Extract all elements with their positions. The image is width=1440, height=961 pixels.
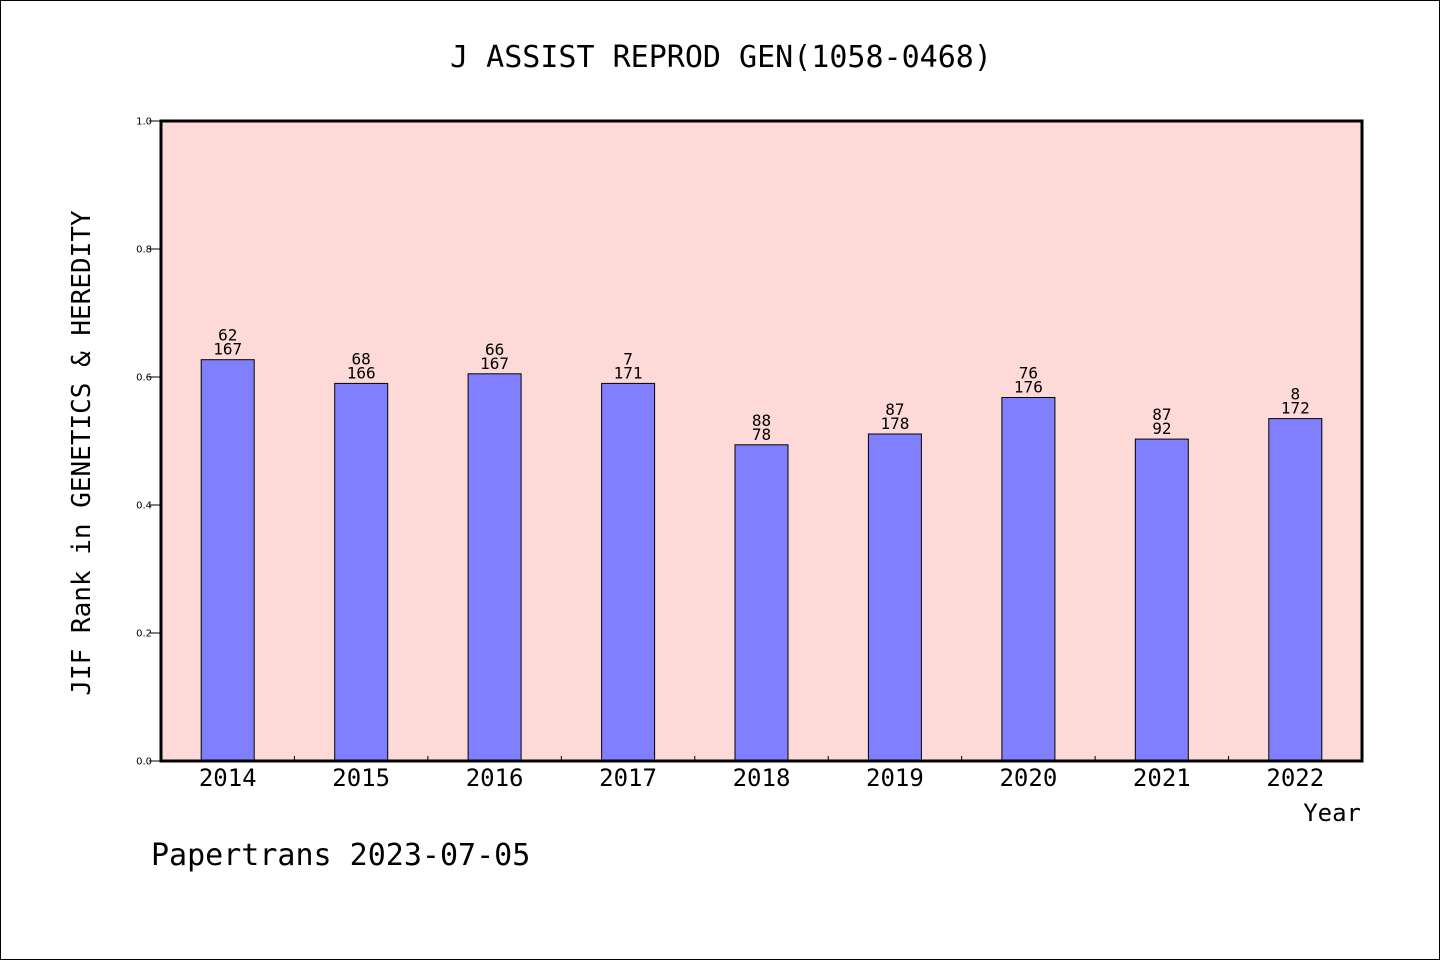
x-tick-label-2021: 2021: [1133, 764, 1191, 792]
x-axis-ticks: 2014 2015 2016 2017 2018 2019 2020 2021 2022: [199, 756, 1324, 792]
data-label-bottom-2018: 78: [752, 425, 771, 444]
bar-2017: [601, 382, 656, 762]
x-tick-label-2022: 2022: [1266, 764, 1324, 792]
data-label-bottom-2014: 167: [213, 340, 242, 359]
y-tick-label-0.8: 0.8: [136, 245, 152, 256]
data-label-bottom-2016: 167: [480, 354, 509, 373]
y-tick-label-1.0: 1.0: [136, 117, 152, 128]
x-tick-label-2018: 2018: [733, 764, 791, 792]
x-tick-label-2015: 2015: [332, 764, 390, 792]
bar-2015: [334, 382, 389, 762]
data-label-top-2022: 8: [1290, 385, 1300, 404]
plot-border: [159, 119, 1364, 763]
chart-title: J ASSIST REPROD GEN(1058-0468): [450, 40, 992, 75]
bar-2020: [1001, 397, 1056, 762]
y-tick-label-0.6: 0.6: [136, 373, 152, 384]
bar-2021: [1134, 438, 1189, 762]
bar-2014: [200, 359, 255, 762]
y-tick-label-0.0: 0.0: [136, 757, 152, 768]
data-label-top-2016: 66: [485, 340, 504, 359]
y-axis-ticks: 0.0 0.2 0.4 0.6 0.8 1.0: [136, 117, 161, 768]
bar-2019: [867, 433, 922, 762]
bar-2022: [1268, 418, 1323, 762]
x-tick-label-2016: 2016: [466, 764, 524, 792]
x-tick-label-2014: 2014: [199, 764, 257, 792]
data-label-top-2021: 87: [1152, 405, 1171, 424]
data-label-top-2017: 7: [623, 349, 633, 368]
data-label-top-2020: 76: [1019, 364, 1038, 383]
y-tick-label-0.4: 0.4: [136, 501, 152, 512]
data-label-top-2018: 88: [752, 411, 771, 430]
data-label-bottom-2021: 92: [1152, 419, 1171, 438]
y-tick-label-0.2: 0.2: [136, 629, 152, 640]
bar-2018: [734, 444, 789, 762]
y-axis-label: JIF Rank in GENETICS & HEREDITY: [67, 210, 97, 696]
x-tick-label-2019: 2019: [866, 764, 924, 792]
data-label-top-2015: 68: [352, 349, 371, 368]
data-label-bottom-2022: 172: [1281, 399, 1310, 418]
data-label-bottom-2017: 171: [614, 363, 643, 382]
x-axis-label: Year: [1303, 799, 1361, 827]
data-label-top-2019: 87: [885, 400, 904, 419]
x-tick-label-2017: 2017: [599, 764, 657, 792]
data-label-bottom-2015: 166: [347, 363, 376, 382]
data-label-bottom-2019: 178: [880, 414, 909, 433]
x-tick-label-2020: 2020: [999, 764, 1057, 792]
data-label-bottom-2020: 176: [1014, 378, 1043, 397]
bar-2016: [467, 373, 522, 762]
footer-credit: Papertrans 2023-07-05: [151, 838, 530, 873]
data-label-top-2014: 62: [218, 326, 237, 345]
